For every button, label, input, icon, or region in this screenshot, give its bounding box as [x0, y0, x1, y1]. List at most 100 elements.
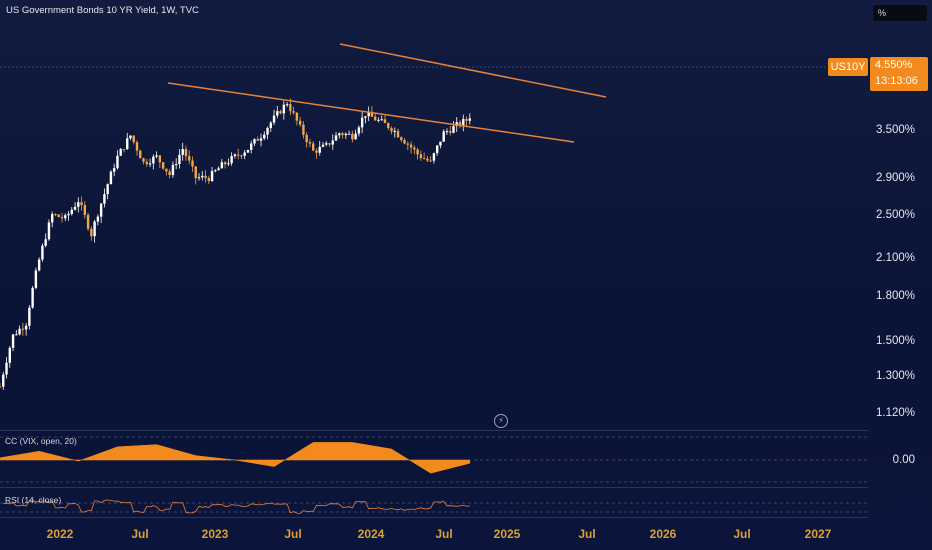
- candle-body: [174, 164, 178, 166]
- candle-body: [119, 148, 122, 156]
- upper-trendline[interactable]: [339, 43, 607, 98]
- candle-body: [2, 374, 5, 387]
- candle-body: [422, 158, 426, 160]
- last-price-value: 4.550%: [875, 59, 913, 71]
- candle-body: [308, 142, 312, 144]
- cc-indicator-label[interactable]: CC (VIX, open, 20): [5, 436, 77, 446]
- scale-mode-button[interactable]: %: [873, 5, 927, 21]
- candle-body: [347, 133, 351, 135]
- candle-body: [109, 171, 113, 185]
- candle-body: [139, 150, 142, 159]
- candle-body: [11, 334, 15, 348]
- candle-body: [96, 216, 100, 222]
- candle-body: [321, 144, 325, 147]
- candle-body: [181, 148, 184, 155]
- candle-body: [334, 135, 338, 141]
- x-tick-label: 2027: [804, 527, 832, 541]
- candle-body: [383, 119, 387, 124]
- rsi-indicator-label[interactable]: RSI (14, close): [5, 495, 62, 505]
- candle-body: [435, 145, 439, 154]
- candle-body: [325, 143, 328, 145]
- candle-body: [24, 325, 28, 330]
- candle-body: [103, 194, 106, 204]
- candle-body: [197, 177, 201, 179]
- x-tick-label: Jul: [578, 527, 596, 541]
- candle-body: [5, 362, 8, 375]
- candle-body: [302, 124, 305, 135]
- candle-body: [188, 156, 191, 161]
- candle-body: [298, 120, 302, 125]
- symbol-tag: US10Y: [828, 58, 868, 76]
- candle-body: [86, 214, 90, 229]
- y-tick-label: 2.500%: [875, 209, 915, 221]
- candle-body: [47, 222, 51, 240]
- candle-body: [360, 117, 364, 128]
- cc-area-series: [0, 442, 471, 474]
- candle-body: [455, 122, 458, 126]
- candle-body: [214, 170, 217, 172]
- candle-body: [77, 202, 80, 207]
- candle-body: [305, 134, 308, 143]
- candle-body: [240, 155, 243, 157]
- last-price-tag: 4.550% 13:13:06: [870, 57, 928, 91]
- candle-body: [83, 205, 87, 215]
- x-tick-label: Jul: [435, 527, 453, 541]
- candle-body: [41, 245, 44, 260]
- candle-body: [204, 175, 207, 179]
- candle-body: [171, 164, 175, 176]
- x-tick-label: Jul: [131, 527, 149, 541]
- candle-body: [432, 153, 436, 161]
- panel-divider-1: [0, 430, 868, 431]
- candle-body: [145, 161, 149, 165]
- candle-body: [93, 221, 96, 237]
- candle-body: [289, 104, 292, 112]
- candle-body: [390, 128, 393, 132]
- candle-body: [0, 386, 2, 388]
- candle-body: [243, 152, 246, 156]
- candle-body: [295, 112, 299, 121]
- candle-body: [142, 158, 145, 162]
- candle-body: [155, 155, 158, 157]
- candle-body: [194, 166, 197, 179]
- candle-body: [445, 131, 449, 133]
- y-tick-label: 3.500%: [875, 124, 915, 136]
- candle-body: [341, 133, 344, 136]
- candle-body: [409, 144, 413, 148]
- candle-body: [403, 140, 406, 144]
- panel-divider-3: [0, 517, 868, 518]
- rsi-line-series: [3, 499, 470, 514]
- candle-body: [250, 143, 253, 150]
- candle-body: [15, 334, 18, 336]
- candle-body: [37, 259, 41, 271]
- candle-body: [236, 154, 240, 156]
- candle-body: [233, 154, 237, 157]
- candle-body: [57, 214, 60, 218]
- candle-body: [67, 213, 70, 216]
- lightning-icon[interactable]: ⚡︎: [494, 414, 508, 428]
- candle-body: [178, 154, 181, 165]
- candle-body: [452, 125, 455, 133]
- candle-body: [272, 115, 276, 123]
- cc-zero-label: 0.00: [892, 454, 915, 466]
- candle-body: [126, 138, 129, 150]
- candle-body: [468, 118, 471, 121]
- candle-body: [377, 119, 380, 121]
- bar-countdown: 13:13:06: [875, 75, 918, 87]
- candle-body: [279, 111, 282, 114]
- candle-body: [266, 127, 269, 135]
- lower-trendline[interactable]: [167, 82, 575, 143]
- candle-body: [380, 119, 383, 121]
- candle-body: [439, 141, 442, 146]
- candle-body: [416, 149, 419, 155]
- candles-group: [0, 98, 471, 390]
- candle-body: [387, 123, 390, 129]
- candle-body: [354, 133, 357, 140]
- candle-body: [44, 239, 47, 246]
- candle-body: [328, 143, 331, 145]
- candle-body: [28, 307, 31, 326]
- candle-body: [256, 139, 259, 141]
- y-tick-label: 2.100%: [875, 252, 915, 264]
- candle-body: [132, 135, 135, 143]
- x-tick-label: 2024: [357, 527, 385, 541]
